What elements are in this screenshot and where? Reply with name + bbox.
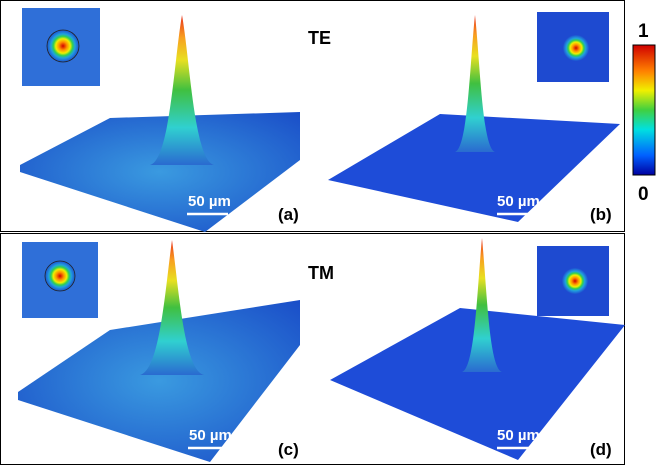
scale-label: 50 µm: [188, 193, 231, 210]
panel-a: 50 µm (a): [20, 8, 300, 232]
panel-c: 50 µm (c): [18, 240, 300, 462]
inset-spot: [563, 35, 589, 61]
scale-label: 50 µm: [189, 427, 232, 444]
scale-label: 50 µm: [497, 427, 540, 444]
panel-label: (a): [278, 205, 299, 224]
inset-spot: [47, 30, 79, 62]
surface: [18, 300, 300, 462]
scale-label: 50 µm: [497, 193, 540, 210]
panel-label: (b): [590, 205, 612, 224]
panel-b: 50 µm (b): [328, 12, 620, 224]
colorbar-max: 1: [638, 21, 649, 42]
panel-label: (c): [278, 440, 299, 459]
inset-spot: [45, 261, 75, 291]
panel-label: (d): [590, 440, 612, 459]
mode-label: TM: [308, 263, 334, 283]
colorbar-min: 0: [638, 184, 649, 205]
figure: 50 µm (a) TE 50 µm (b) 50 µm (c) TM 50 µ…: [0, 0, 657, 465]
colorbar: [633, 45, 655, 175]
panel-d: 50 µm (d): [330, 238, 625, 460]
inset-spot: [562, 268, 588, 294]
mode-label: TE: [308, 28, 331, 48]
surface: [20, 112, 300, 232]
